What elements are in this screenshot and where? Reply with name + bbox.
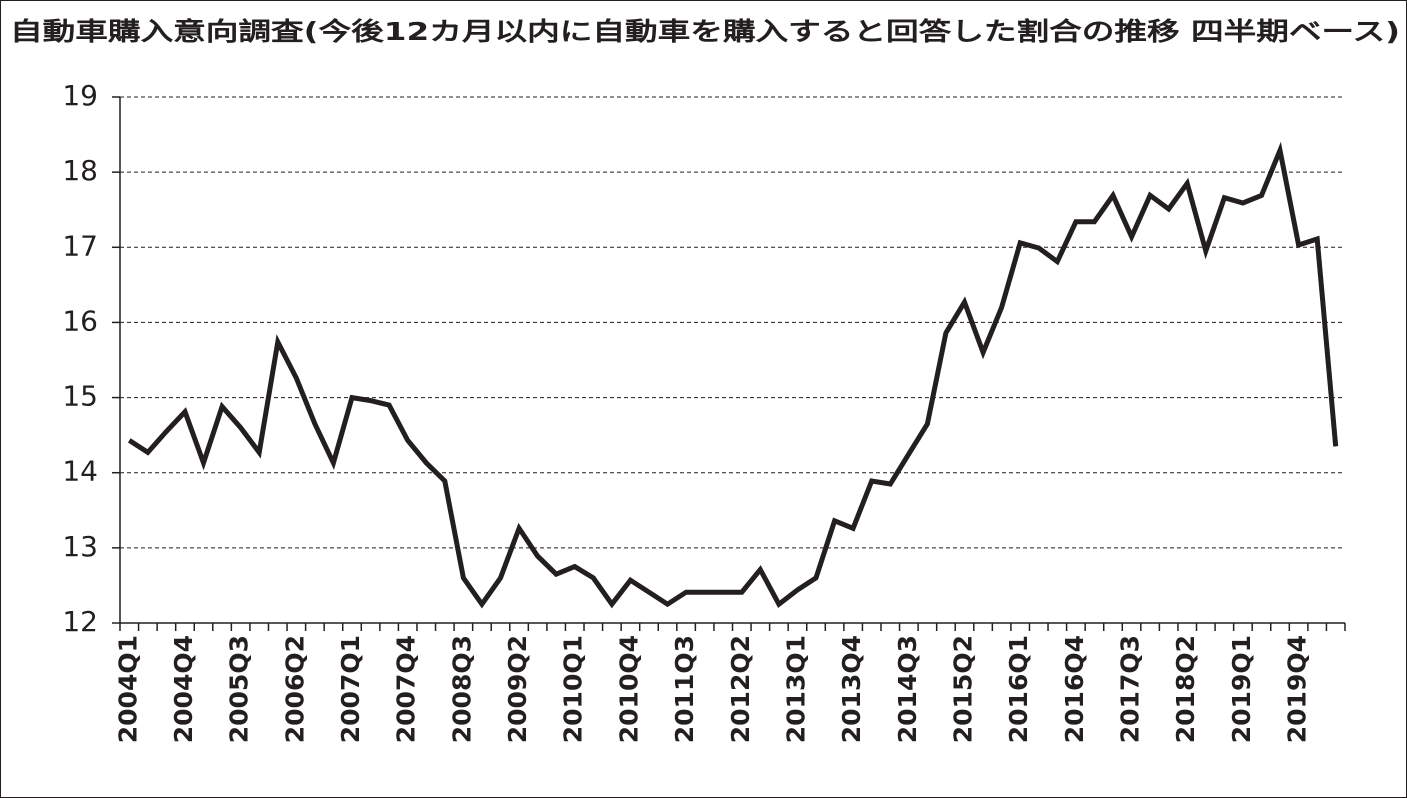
x-tick-label: 2006Q2 (280, 635, 309, 743)
x-tick-label: 2015Q2 (949, 635, 978, 743)
x-tick-label: 2004Q1 (113, 635, 142, 743)
x-tick-label: 2007Q4 (392, 635, 421, 743)
x-tick-label: 2013Q1 (781, 635, 810, 743)
x-tick-label: 2012Q2 (726, 635, 755, 743)
x-tick-label: 2005Q3 (225, 635, 254, 743)
y-tick-label: 14 (62, 455, 98, 488)
y-tick-label: 13 (62, 530, 98, 563)
x-tick-label: 2017Q3 (1116, 635, 1145, 743)
y-tick-label: 19 (62, 79, 98, 112)
x-tick-label: 2016Q1 (1004, 635, 1033, 743)
y-tick-label: 16 (62, 304, 98, 337)
y-tick-label: 15 (62, 380, 98, 413)
x-tick-label: 2004Q4 (169, 635, 198, 743)
x-tick-label: 2010Q1 (559, 635, 588, 743)
x-tick-label: 2007Q1 (336, 635, 365, 743)
x-tick-label: 2019Q1 (1227, 635, 1256, 743)
x-tick-label: 2016Q4 (1060, 635, 1089, 743)
y-tick-label: 12 (62, 605, 98, 638)
x-tick-label: 2019Q4 (1283, 635, 1312, 743)
x-tick-label: 2013Q4 (837, 635, 866, 743)
x-tick-label: 2011Q3 (670, 635, 699, 743)
x-tick-label: 2014Q3 (893, 635, 922, 743)
chart-title: 自動車購入意向調査(今後12カ月以内に自動車を購入すると回答した割合の推移 四半… (10, 17, 1400, 46)
y-tick-label: 17 (62, 229, 98, 262)
x-tick-label: 2018Q2 (1171, 635, 1200, 743)
line (127, 141, 1339, 609)
x-tick-label: 2008Q3 (447, 635, 476, 743)
x-tick-label: 2010Q4 (614, 635, 643, 743)
y-tick-label: 18 (62, 154, 98, 187)
x-tick-label: 2009Q2 (503, 635, 532, 743)
